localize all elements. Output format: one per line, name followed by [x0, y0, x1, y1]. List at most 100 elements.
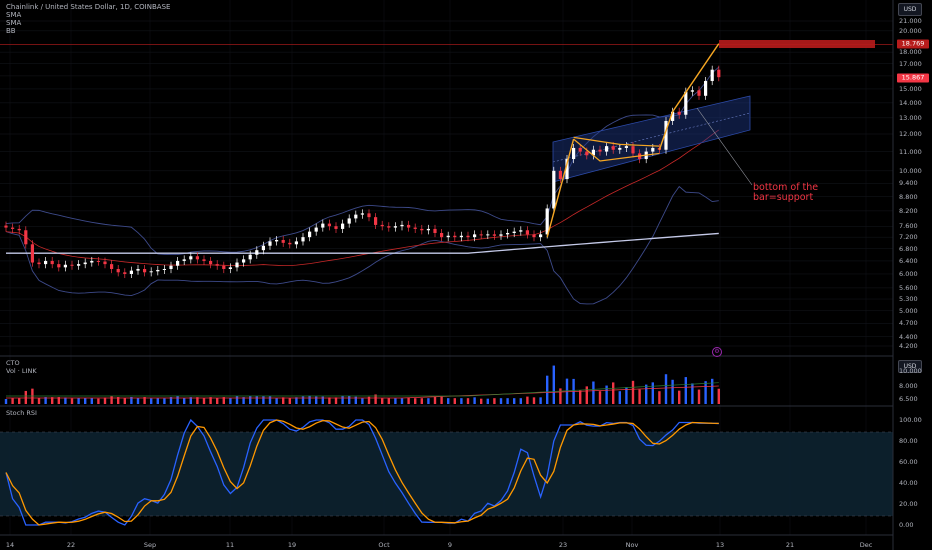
stoch-rsi-label[interactable]: Stoch RSI: [6, 409, 37, 417]
candle-body: [572, 147, 576, 160]
candle-body: [308, 231, 312, 238]
price-tick-15: 7.200: [899, 233, 918, 242]
candle-body: [24, 230, 28, 245]
candle-body: [255, 250, 259, 255]
time-tick-9: 13: [715, 541, 725, 549]
candle-body: [11, 227, 15, 229]
candle-body: [294, 241, 298, 245]
volume-bar: [480, 398, 483, 404]
pattern-line-1: [658, 43, 720, 150]
price-tick-6: 14.000: [899, 98, 922, 107]
candle-body: [90, 260, 94, 263]
annotation-line-1: bottom of the: [753, 182, 819, 193]
volume-bar: [202, 398, 206, 404]
indicator-bb[interactable]: BB: [6, 27, 16, 35]
candle-body: [407, 224, 411, 228]
volume-bar: [77, 398, 80, 404]
candle-body: [558, 170, 562, 180]
candle-body: [301, 237, 305, 242]
volume-bar: [678, 390, 681, 404]
candle-body: [235, 262, 239, 268]
candle-body: [506, 232, 510, 235]
candle-body: [618, 147, 622, 150]
price-tick-23: 4.400: [899, 332, 918, 341]
price-tick-9: 11.000: [899, 147, 922, 156]
volume-bar: [235, 396, 239, 404]
indicator-sma-1[interactable]: SMA: [6, 11, 22, 19]
volume-bar: [440, 396, 443, 404]
candle-body: [143, 268, 147, 273]
candle-body: [169, 265, 173, 269]
volume-bar: [51, 397, 54, 404]
candle-body: [215, 264, 219, 266]
settings-gear-icon[interactable]: ⚙: [712, 347, 722, 357]
currency-button[interactable]: USD: [898, 3, 922, 16]
candle-body: [202, 259, 206, 261]
indicator-cto-label[interactable]: CTO: [6, 359, 20, 367]
stoch-rsi-lines: [5, 418, 719, 526]
volume-bar: [196, 397, 199, 404]
candle-body: [433, 228, 437, 233]
volume-bar: [658, 391, 661, 404]
candle-body: [360, 213, 364, 215]
volume-bar: [651, 382, 654, 404]
stoch-tick-1: 80.00: [899, 437, 918, 445]
pattern-line-0: [546, 138, 575, 238]
candle-body: [327, 223, 331, 227]
price-tick-14: 7.600: [899, 222, 918, 231]
volume-bar: [136, 398, 140, 404]
symbol-title[interactable]: Chainlink / United States Dollar, 1D, CO…: [6, 3, 171, 11]
time-tick-10: 21: [785, 541, 795, 549]
candle-body: [459, 235, 463, 238]
time-tick-7: 23: [558, 541, 568, 549]
volume-bar: [592, 381, 595, 404]
volume-ma-green: [6, 382, 719, 397]
candle-body: [578, 147, 582, 152]
volume-bar: [460, 398, 463, 404]
volume-bar: [130, 397, 133, 404]
time-tick-0: 14: [5, 541, 15, 549]
volume-bar: [222, 397, 225, 404]
candle-body: [129, 270, 133, 274]
candle-body: [545, 208, 549, 235]
candle-body: [651, 147, 655, 152]
candle-body: [228, 267, 232, 269]
candle-body: [684, 91, 688, 115]
bb-lower: [5, 185, 719, 305]
candle-body: [123, 272, 127, 274]
candle-body: [512, 231, 516, 233]
candle-body: [539, 234, 543, 238]
volume-bar: [671, 379, 674, 404]
volume-bar: [704, 381, 707, 404]
candle-body: [499, 234, 503, 236]
currency-button-volume[interactable]: USD: [898, 360, 922, 373]
candle-body: [380, 224, 384, 227]
volume-label[interactable]: Vol · LINK: [6, 367, 37, 375]
candle-body: [387, 226, 391, 228]
time-tick-8: Nov: [625, 541, 639, 549]
price-tick-11: 9.400: [899, 179, 918, 188]
indicator-sma-2[interactable]: SMA: [6, 19, 22, 27]
bb-upper: [5, 66, 720, 255]
main-grid: [0, 0, 893, 535]
candle-body: [631, 146, 635, 154]
price-tag-last: 15.867: [897, 73, 929, 83]
candle-body: [261, 245, 265, 251]
volume-bar: [612, 382, 615, 404]
volume-bar: [466, 398, 470, 404]
volume-bar: [691, 383, 694, 404]
sma-lines: [5, 129, 720, 267]
price-tick-8: 12.000: [899, 130, 922, 138]
candle-body: [393, 226, 397, 228]
candle-body: [704, 81, 708, 96]
volume-bar: [400, 398, 404, 404]
candle-body: [77, 264, 81, 266]
volume-bar: [341, 395, 344, 404]
volume-bar: [618, 391, 621, 404]
price-tick-3: 17.000: [899, 59, 922, 68]
time-tick-4: 19: [287, 541, 297, 549]
volume-bar: [110, 396, 113, 404]
price-tick-0: 21.000: [899, 17, 922, 25]
volume-bar: [90, 398, 93, 404]
stoch-band: [0, 432, 893, 516]
